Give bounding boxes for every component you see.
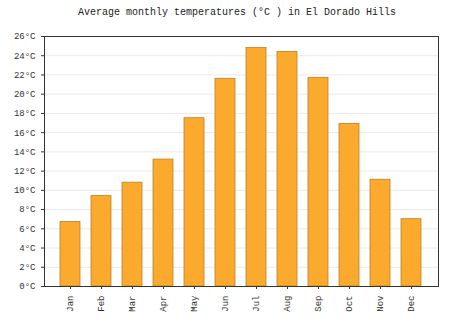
svg-text:2°C: 2°C — [19, 263, 36, 273]
svg-text:Oct: Oct — [345, 296, 355, 312]
svg-text:Nov: Nov — [376, 295, 386, 312]
svg-text:26°C: 26°C — [14, 32, 36, 42]
svg-text:18°C: 18°C — [14, 109, 36, 119]
svg-text:8°C: 8°C — [19, 205, 36, 215]
svg-text:22°C: 22°C — [14, 71, 36, 81]
svg-text:May: May — [190, 295, 200, 312]
svg-text:20°C: 20°C — [14, 90, 36, 100]
svg-text:Mar: Mar — [128, 296, 138, 312]
svg-text:4°C: 4°C — [19, 244, 36, 254]
svg-text:24°C: 24°C — [14, 52, 36, 62]
svg-text:Dec: Dec — [407, 296, 417, 312]
svg-text:10°C: 10°C — [14, 186, 36, 196]
svg-text:Jul: Jul — [252, 296, 262, 312]
svg-text:6°C: 6°C — [19, 225, 36, 235]
svg-text:14°C: 14°C — [14, 148, 36, 158]
svg-text:Jan: Jan — [66, 296, 76, 312]
svg-text:Sep: Sep — [314, 296, 324, 312]
svg-text:12°C: 12°C — [14, 167, 36, 177]
svg-text:Apr: Apr — [159, 296, 169, 312]
svg-text:Feb: Feb — [97, 296, 107, 312]
svg-text:0°C: 0°C — [19, 282, 36, 292]
svg-text:Aug: Aug — [283, 296, 293, 312]
svg-text:Jun: Jun — [221, 296, 231, 312]
html-text:Average monthly temperatures (: Average monthly temperatures (°C ) in El… — [78, 7, 396, 18]
svg-text:16°C: 16°C — [14, 129, 36, 139]
